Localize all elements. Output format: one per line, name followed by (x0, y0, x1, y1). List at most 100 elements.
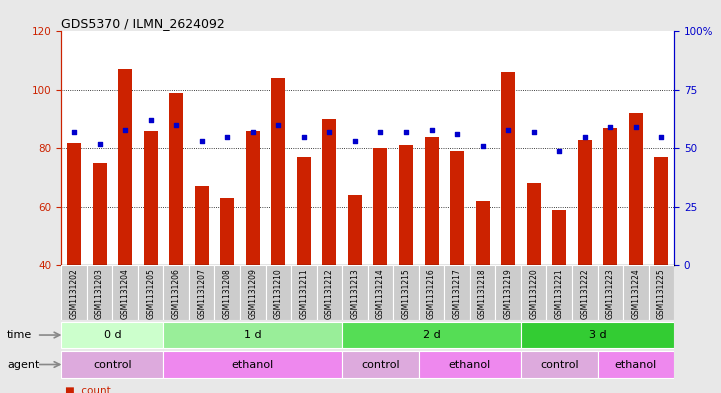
Bar (629, 113, 643, 265)
Point (298, 134, 309, 140)
Text: GSM1131202: GSM1131202 (69, 268, 79, 319)
Text: 3 d: 3 d (589, 330, 606, 340)
Bar (118, 70, 132, 265)
Bar (169, 93, 183, 265)
Text: GSM1131213: GSM1131213 (350, 268, 360, 319)
Text: control: control (361, 360, 399, 369)
Text: GSM1131224: GSM1131224 (632, 268, 640, 319)
Point (554, 147, 565, 154)
Text: control: control (93, 360, 132, 369)
Bar (425, 137, 438, 265)
Bar (470, 265, 495, 320)
Bar (598, 265, 623, 320)
Text: GSM1131208: GSM1131208 (223, 268, 231, 319)
Text: GSM1131211: GSM1131211 (299, 268, 309, 319)
Bar (195, 186, 209, 265)
Point (400, 129, 412, 135)
Bar (521, 265, 547, 320)
Bar (419, 351, 521, 378)
Bar (271, 78, 286, 265)
Text: GSM1131205: GSM1131205 (146, 268, 155, 319)
Point (247, 129, 259, 135)
Bar (164, 322, 342, 348)
Bar (526, 184, 541, 265)
Bar (215, 265, 240, 320)
Bar (368, 265, 393, 320)
Bar (265, 265, 291, 320)
Bar (61, 265, 87, 320)
Bar (164, 351, 342, 378)
Bar (393, 265, 419, 320)
Bar (322, 119, 337, 265)
Point (349, 138, 360, 145)
Point (94, 141, 105, 147)
Bar (450, 151, 464, 265)
Bar (246, 131, 260, 265)
Point (145, 117, 156, 123)
Text: ■  count: ■ count (65, 386, 110, 393)
Text: agent: agent (7, 360, 40, 369)
Text: control: control (540, 360, 578, 369)
Bar (373, 148, 387, 265)
Bar (342, 351, 419, 378)
Bar (495, 265, 521, 320)
Bar (419, 265, 444, 320)
Bar (297, 157, 311, 265)
Point (426, 127, 438, 133)
Text: GSM1131210: GSM1131210 (274, 268, 283, 319)
Point (120, 127, 131, 133)
Bar (240, 265, 265, 320)
Text: GSM1131206: GSM1131206 (172, 268, 181, 319)
Bar (399, 145, 413, 265)
Bar (61, 351, 164, 378)
Bar (138, 265, 164, 320)
Point (68, 129, 80, 135)
Bar (501, 72, 516, 265)
Point (375, 129, 386, 135)
Bar (342, 265, 368, 320)
Text: time: time (7, 330, 32, 340)
Bar (87, 265, 112, 320)
Bar (143, 131, 158, 265)
Bar (521, 351, 598, 378)
Bar (342, 322, 521, 348)
Bar (572, 265, 598, 320)
Point (196, 138, 208, 145)
Bar (189, 265, 215, 320)
Bar (649, 265, 674, 320)
Point (221, 134, 233, 140)
Text: 1 d: 1 d (244, 330, 262, 340)
Text: GSM1131225: GSM1131225 (657, 268, 666, 319)
Bar (291, 265, 317, 320)
Text: GSM1131219: GSM1131219 (504, 268, 513, 319)
Text: GSM1131221: GSM1131221 (554, 268, 564, 319)
Bar (317, 265, 342, 320)
Bar (547, 265, 572, 320)
Point (528, 129, 539, 135)
Bar (92, 163, 107, 265)
Point (503, 127, 514, 133)
Bar (444, 265, 470, 320)
Bar (348, 195, 362, 265)
Text: GSM1131217: GSM1131217 (453, 268, 461, 319)
Text: 0 d: 0 d (104, 330, 121, 340)
Bar (476, 201, 490, 265)
Point (477, 143, 488, 149)
Text: GDS5370 / ILMN_2624092: GDS5370 / ILMN_2624092 (61, 17, 225, 30)
Point (655, 134, 667, 140)
Bar (220, 198, 234, 265)
Point (451, 131, 463, 138)
Point (630, 124, 642, 130)
Point (604, 124, 616, 130)
Bar (623, 265, 649, 320)
Text: GSM1131214: GSM1131214 (376, 268, 385, 319)
Bar (578, 140, 592, 265)
Text: GSM1131223: GSM1131223 (606, 268, 615, 319)
Text: GSM1131216: GSM1131216 (427, 268, 436, 319)
Bar (112, 265, 138, 320)
Point (579, 134, 590, 140)
Text: ethanol: ethanol (615, 360, 657, 369)
Text: GSM1131218: GSM1131218 (478, 268, 487, 319)
Text: GSM1131222: GSM1131222 (580, 268, 589, 319)
Text: ethanol: ethanol (448, 360, 491, 369)
